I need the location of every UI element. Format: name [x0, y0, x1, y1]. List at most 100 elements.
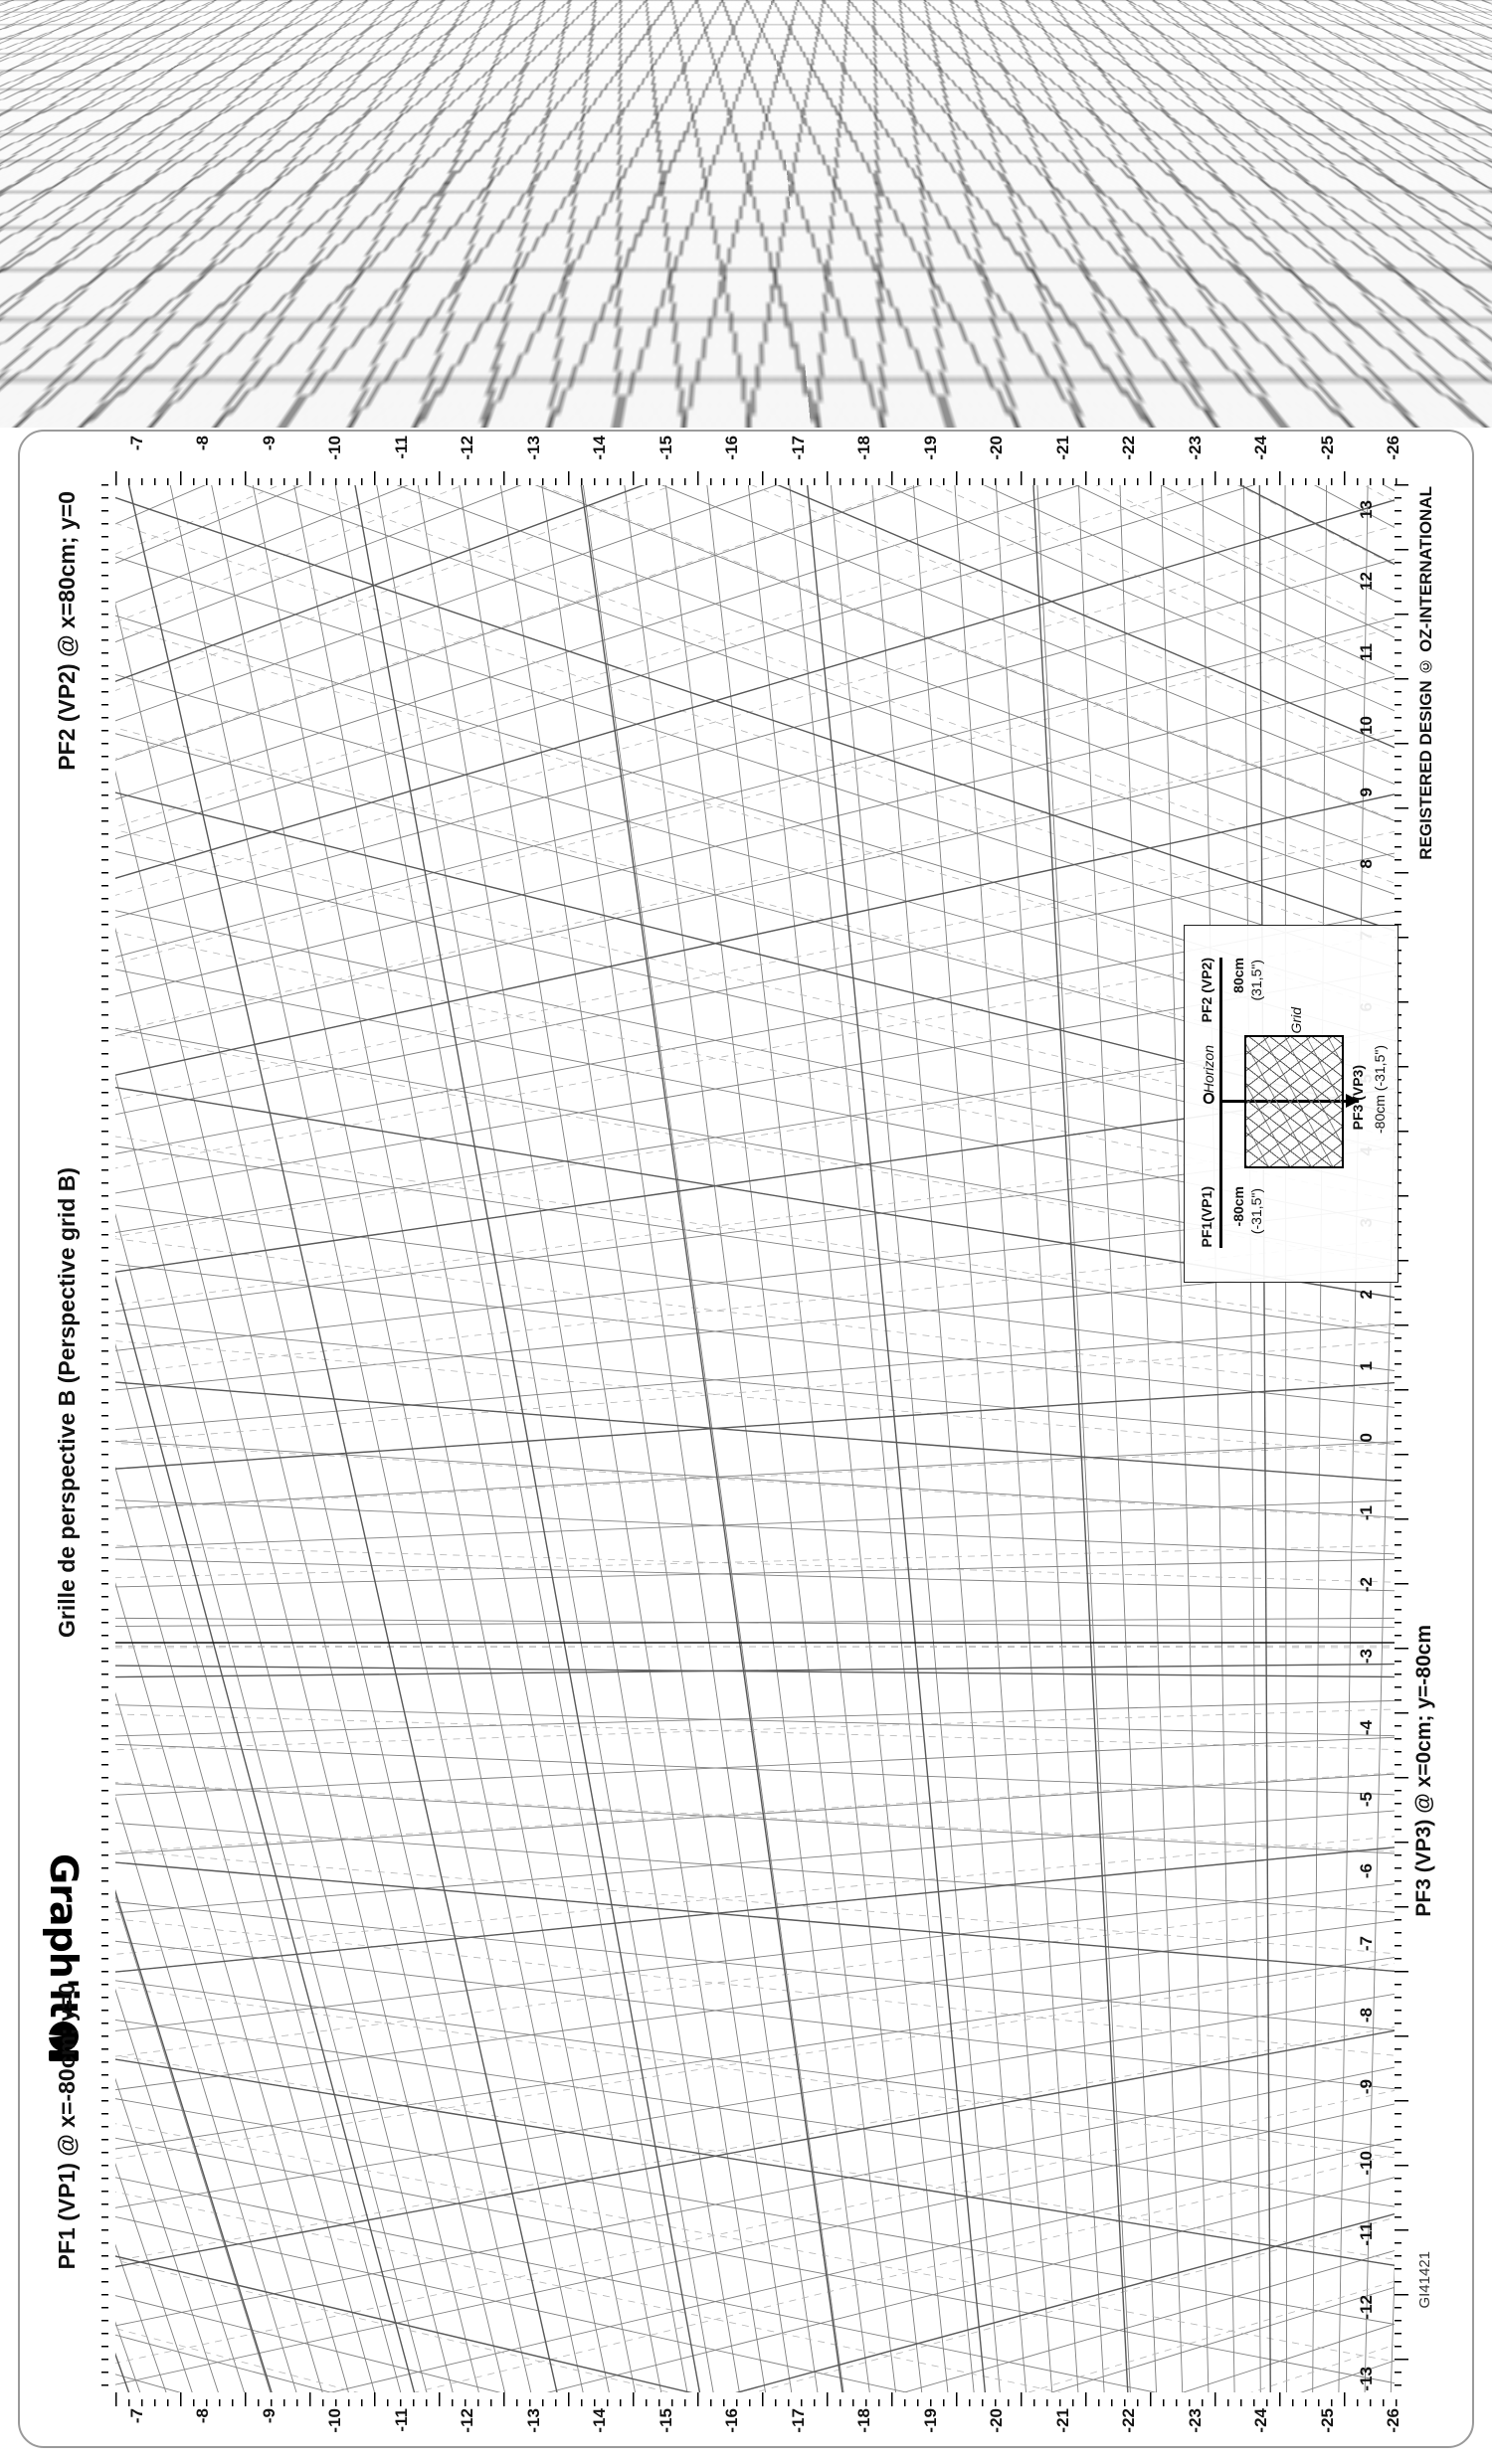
perspective-grid-sheet: -7 -8 -9 -10 -11 -12 -13 -14 -15 -16 -17 -18 -19 -20-… [18, 430, 1474, 2448]
perspective-ray [115, 1643, 1408, 2393]
perspective-ray [115, 2255, 697, 2393]
perspective-ray [115, 1643, 1408, 2393]
inset-label-vp3: PF3 (VP3) [1350, 1065, 1366, 1131]
perspective-ray [115, 1544, 1408, 1579]
ruler-tick-label: -4 [1357, 1720, 1376, 1736]
perspective-ray [115, 1643, 1408, 2393]
perspective-ray [115, 1663, 1408, 1678]
perspective-ray [115, 1918, 1408, 2058]
ruler-tick-label: 8 [1357, 858, 1376, 869]
ruler-tick-label: -23 [1185, 436, 1205, 460]
perspective-ray [115, 1954, 1408, 2150]
perspective-ray [115, 1643, 1408, 2393]
perspective-ray [115, 1643, 1408, 2393]
perspective-ray [115, 1617, 1408, 1627]
ruler-tick-label: 0 [1357, 1433, 1376, 1443]
perspective-ray [115, 1643, 1408, 2393]
perspective-ray [115, 1643, 1408, 2393]
inset-label-vp1-distance: -80cm [1230, 1186, 1246, 1227]
perspective-ray [871, 484, 1027, 2393]
perspective-ray [706, 484, 923, 2393]
inset-label-vp2-distance-inches: (31,5") [1248, 960, 1264, 1001]
ruler-tick-label: -16 [722, 436, 742, 460]
perspective-ray [624, 484, 870, 2393]
label-pf2: PF2 (VP2) @ x=80cm; y=0 [54, 491, 80, 771]
inset-label-origin: O [1203, 1091, 1215, 1108]
inset-label-vp1: PF1(VP1) [1199, 1186, 1214, 1248]
perspective-ray [115, 1643, 1408, 2393]
ruler-tick-label: -14 [590, 436, 610, 460]
perspective-ray [580, 484, 843, 2393]
perspective-ray [115, 1643, 1408, 2393]
perspective-ray [115, 1643, 1408, 2393]
ruler-tick-label: -19 [920, 2408, 940, 2433]
header-photo: Graph'it ® GRILLE DE PERSPECTIVE MULTI-U… [0, 0, 1492, 428]
ruler-tick-label: -11 [391, 436, 411, 459]
perspective-ray [115, 1643, 1408, 2393]
ruler-tick-label: -6 [1357, 1863, 1376, 1879]
perspective-ray [542, 2173, 1408, 2393]
perspective-ray [459, 484, 767, 2393]
perspective-ray [115, 1643, 1408, 2393]
perspective-ray [115, 1643, 1408, 2393]
perspective-ray [115, 1212, 428, 2393]
ruler-tick-label: 12 [1357, 572, 1376, 592]
perspective-ray [115, 1643, 1408, 2393]
perspective-ray [115, 2215, 913, 2393]
perspective-ray [115, 1708, 1408, 1751]
ruler-tick-label: -7 [127, 2408, 146, 2424]
perspective-ray [115, 1643, 1408, 2393]
inset-horizon-line [1219, 958, 1222, 1248]
ruler-tick-label: 2 [1357, 1289, 1376, 1300]
perspective-ray [1284, 484, 1287, 2393]
ruler-tick-label: -24 [1251, 436, 1271, 460]
perspective-ray [115, 1643, 1408, 2393]
perspective-ray [115, 1643, 1408, 2393]
perspective-ray [115, 2098, 1408, 2328]
perspective-ray [115, 1643, 1408, 2393]
perspective-ray [115, 2087, 1408, 2364]
ruler-tick-label: -1 [1357, 1504, 1376, 1520]
perspective-ray [376, 484, 714, 2393]
perspective-ray [115, 1643, 1408, 2393]
ruler-tick-label: -22 [1119, 2408, 1139, 2433]
perspective-ray [115, 2054, 1408, 2263]
perspective-ray [115, 2024, 1408, 2262]
perspective-ray [115, 1643, 1408, 2393]
banner-title: GRILLE DE PERSPECTIVE MULTI-USAGE PERSPE… [590, 151, 914, 311]
ruler-tick-label: -12 [1357, 2294, 1376, 2320]
brand-logo-mark-icon [825, 96, 871, 132]
perspective-ray [115, 1861, 1408, 1974]
ruler-tick-label: -16 [722, 2408, 742, 2433]
perspective-ray [115, 2137, 1408, 2386]
ruler-left [101, 484, 115, 2393]
perspective-ray [115, 2295, 505, 2393]
ruler-tick-label: -10 [325, 436, 345, 460]
perspective-ray [115, 1643, 1408, 2393]
ruler-tick-label: -8 [193, 436, 213, 451]
perspective-ray [115, 2058, 1408, 2269]
ruler-tick-label: -5 [1357, 1792, 1376, 1808]
banner-title-line-1: GRILLE DE [641, 151, 863, 197]
perspective-ray [115, 1643, 1408, 2393]
ruler-tick-label: 9 [1357, 787, 1376, 797]
perspective-ray [912, 484, 1053, 2393]
perspective-ray [115, 1643, 1408, 2393]
perspective-ray [1036, 484, 1131, 2393]
perspective-ray [115, 1643, 1408, 2393]
perspective-ray [806, 484, 987, 2393]
ruler-tick-label: 13 [1357, 500, 1376, 519]
perspective-ray [115, 1643, 1408, 2393]
perspective-ray [115, 1275, 416, 2393]
perspective-ray [1312, 484, 1328, 2393]
perspective-ray [115, 1643, 1408, 2393]
ruler-tick-label: -18 [854, 436, 874, 460]
perspective-ray [115, 1901, 1408, 2032]
perspective-ray [115, 2328, 363, 2393]
perspective-ray [115, 1643, 1408, 2393]
ruler-tick-label: -18 [854, 2408, 874, 2433]
perspective-ray [115, 1645, 1408, 1649]
ruler-tick-label: -15 [655, 436, 675, 460]
perspective-ray [115, 1643, 1408, 2393]
banner-subtitle: PERSPECTIVE GRID [590, 282, 914, 310]
